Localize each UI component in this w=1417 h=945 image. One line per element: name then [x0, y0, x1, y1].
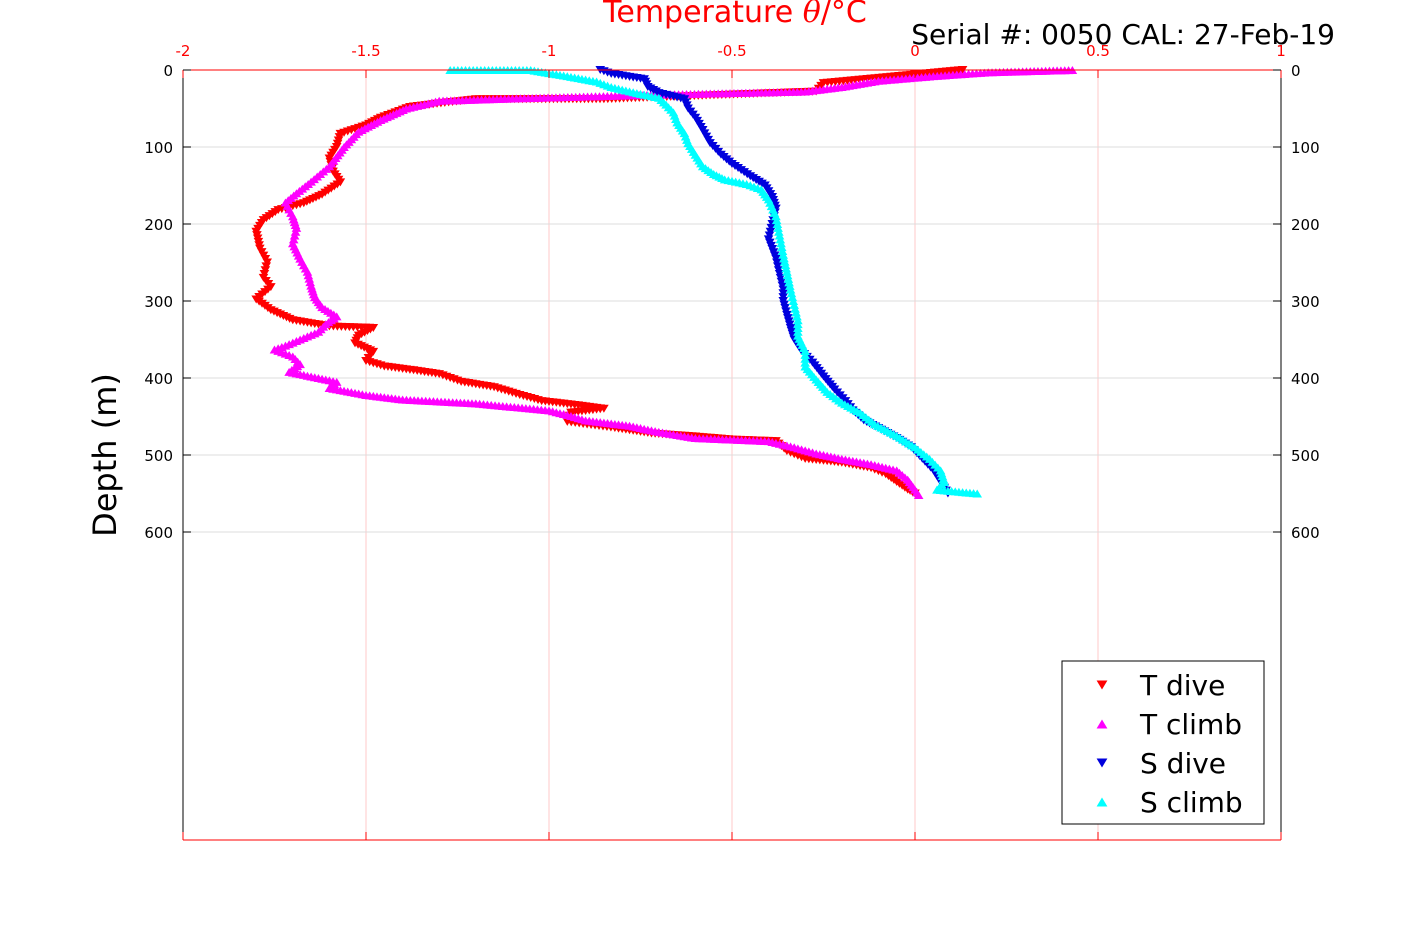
data-point [774, 231, 785, 240]
data-point [291, 223, 302, 232]
data-point [771, 212, 781, 221]
data-point [289, 231, 300, 240]
y-tick-label-right: 200 [1291, 216, 1320, 234]
data-point [776, 239, 786, 248]
chart-title: Temperature θ/°C [602, 0, 867, 30]
serial-cal-label: Serial #: 0050 CAL: 27-Feb-19 [911, 18, 1335, 51]
legend-label: T dive [1139, 669, 1225, 702]
data-point [782, 267, 792, 276]
data-point [788, 297, 799, 305]
x-tick-label: 1 [1276, 42, 1286, 60]
y-tick-label-left: 100 [144, 139, 173, 157]
data-point [780, 260, 791, 269]
y-axis-label: Depth (m) [86, 373, 124, 537]
x-tick-label: 0.5 [1086, 42, 1110, 60]
data-point [972, 489, 983, 498]
data-point [789, 300, 800, 309]
data-point [290, 227, 301, 236]
data-point [773, 223, 783, 232]
data-point [792, 312, 802, 321]
y-tick-label-right: 400 [1291, 370, 1320, 388]
data-point [777, 246, 788, 255]
data-point [774, 227, 784, 236]
data-point [288, 235, 299, 244]
series-t-climb [269, 66, 1078, 500]
y-tick-label-right: 300 [1291, 293, 1320, 311]
data-point [778, 250, 789, 259]
data-point [913, 491, 924, 500]
legend-box [1061, 660, 1265, 825]
y-tick-label-right: 500 [1291, 447, 1320, 465]
y-tick-label-left: 200 [144, 216, 173, 234]
x-tick-label: -1 [542, 42, 557, 60]
data-series [251, 66, 1078, 500]
y-tick-label-right: 600 [1291, 524, 1320, 542]
data-point [785, 281, 795, 290]
data-point [782, 271, 793, 280]
data-point [790, 304, 800, 313]
data-point [783, 274, 794, 283]
chart-title-symbol: θ [803, 0, 821, 30]
chart-title-unit: /°C [821, 0, 867, 30]
y-tick-label-left: 300 [144, 293, 173, 311]
y-tick-labels-left: 0 100 200 300 400 500 600 [144, 62, 173, 542]
y-tick-labels-right: 0 100 200 300 400 500 600 [1291, 62, 1320, 542]
x-tick-label: 0 [910, 42, 920, 60]
data-point [775, 235, 786, 244]
data-point [785, 285, 796, 294]
y-tick-label-right: 100 [1291, 139, 1320, 157]
data-point [787, 293, 798, 302]
legend-marker [1096, 758, 1108, 768]
data-point [781, 264, 791, 273]
y-tick-label-right: 0 [1291, 62, 1301, 80]
data-point [784, 278, 794, 287]
legend-label: S dive [1140, 747, 1226, 780]
data-point [791, 308, 801, 317]
x-tick-label: -1.5 [351, 42, 380, 60]
data-point [779, 257, 790, 266]
data-point [779, 254, 789, 263]
grid-lines [183, 70, 1281, 840]
y-tick-label-left: 400 [144, 370, 173, 388]
x-tick-label: -0.5 [717, 42, 746, 60]
axes-frame [182, 69, 1282, 841]
legend-marker [1096, 719, 1108, 729]
data-point [771, 216, 782, 225]
legend-marker [1096, 680, 1108, 690]
data-point [786, 289, 797, 298]
y-tick-label-left: 500 [144, 447, 173, 465]
legend-marker [1096, 797, 1108, 807]
legend-label: S climb [1140, 786, 1243, 819]
y-tick-label-left: 0 [163, 62, 173, 80]
legend: T dive T climb S dive S climb [1061, 660, 1265, 825]
chart-title-prefix: Temperature [602, 0, 803, 30]
data-point [772, 220, 783, 228]
x-tick-label: -2 [176, 42, 191, 60]
data-point [776, 243, 787, 252]
x-tick-labels: -2 -1.5 -1 -0.5 0 0.5 1 [176, 42, 1286, 60]
y-tick-label-left: 600 [144, 524, 173, 542]
legend-label: T climb [1139, 708, 1242, 741]
